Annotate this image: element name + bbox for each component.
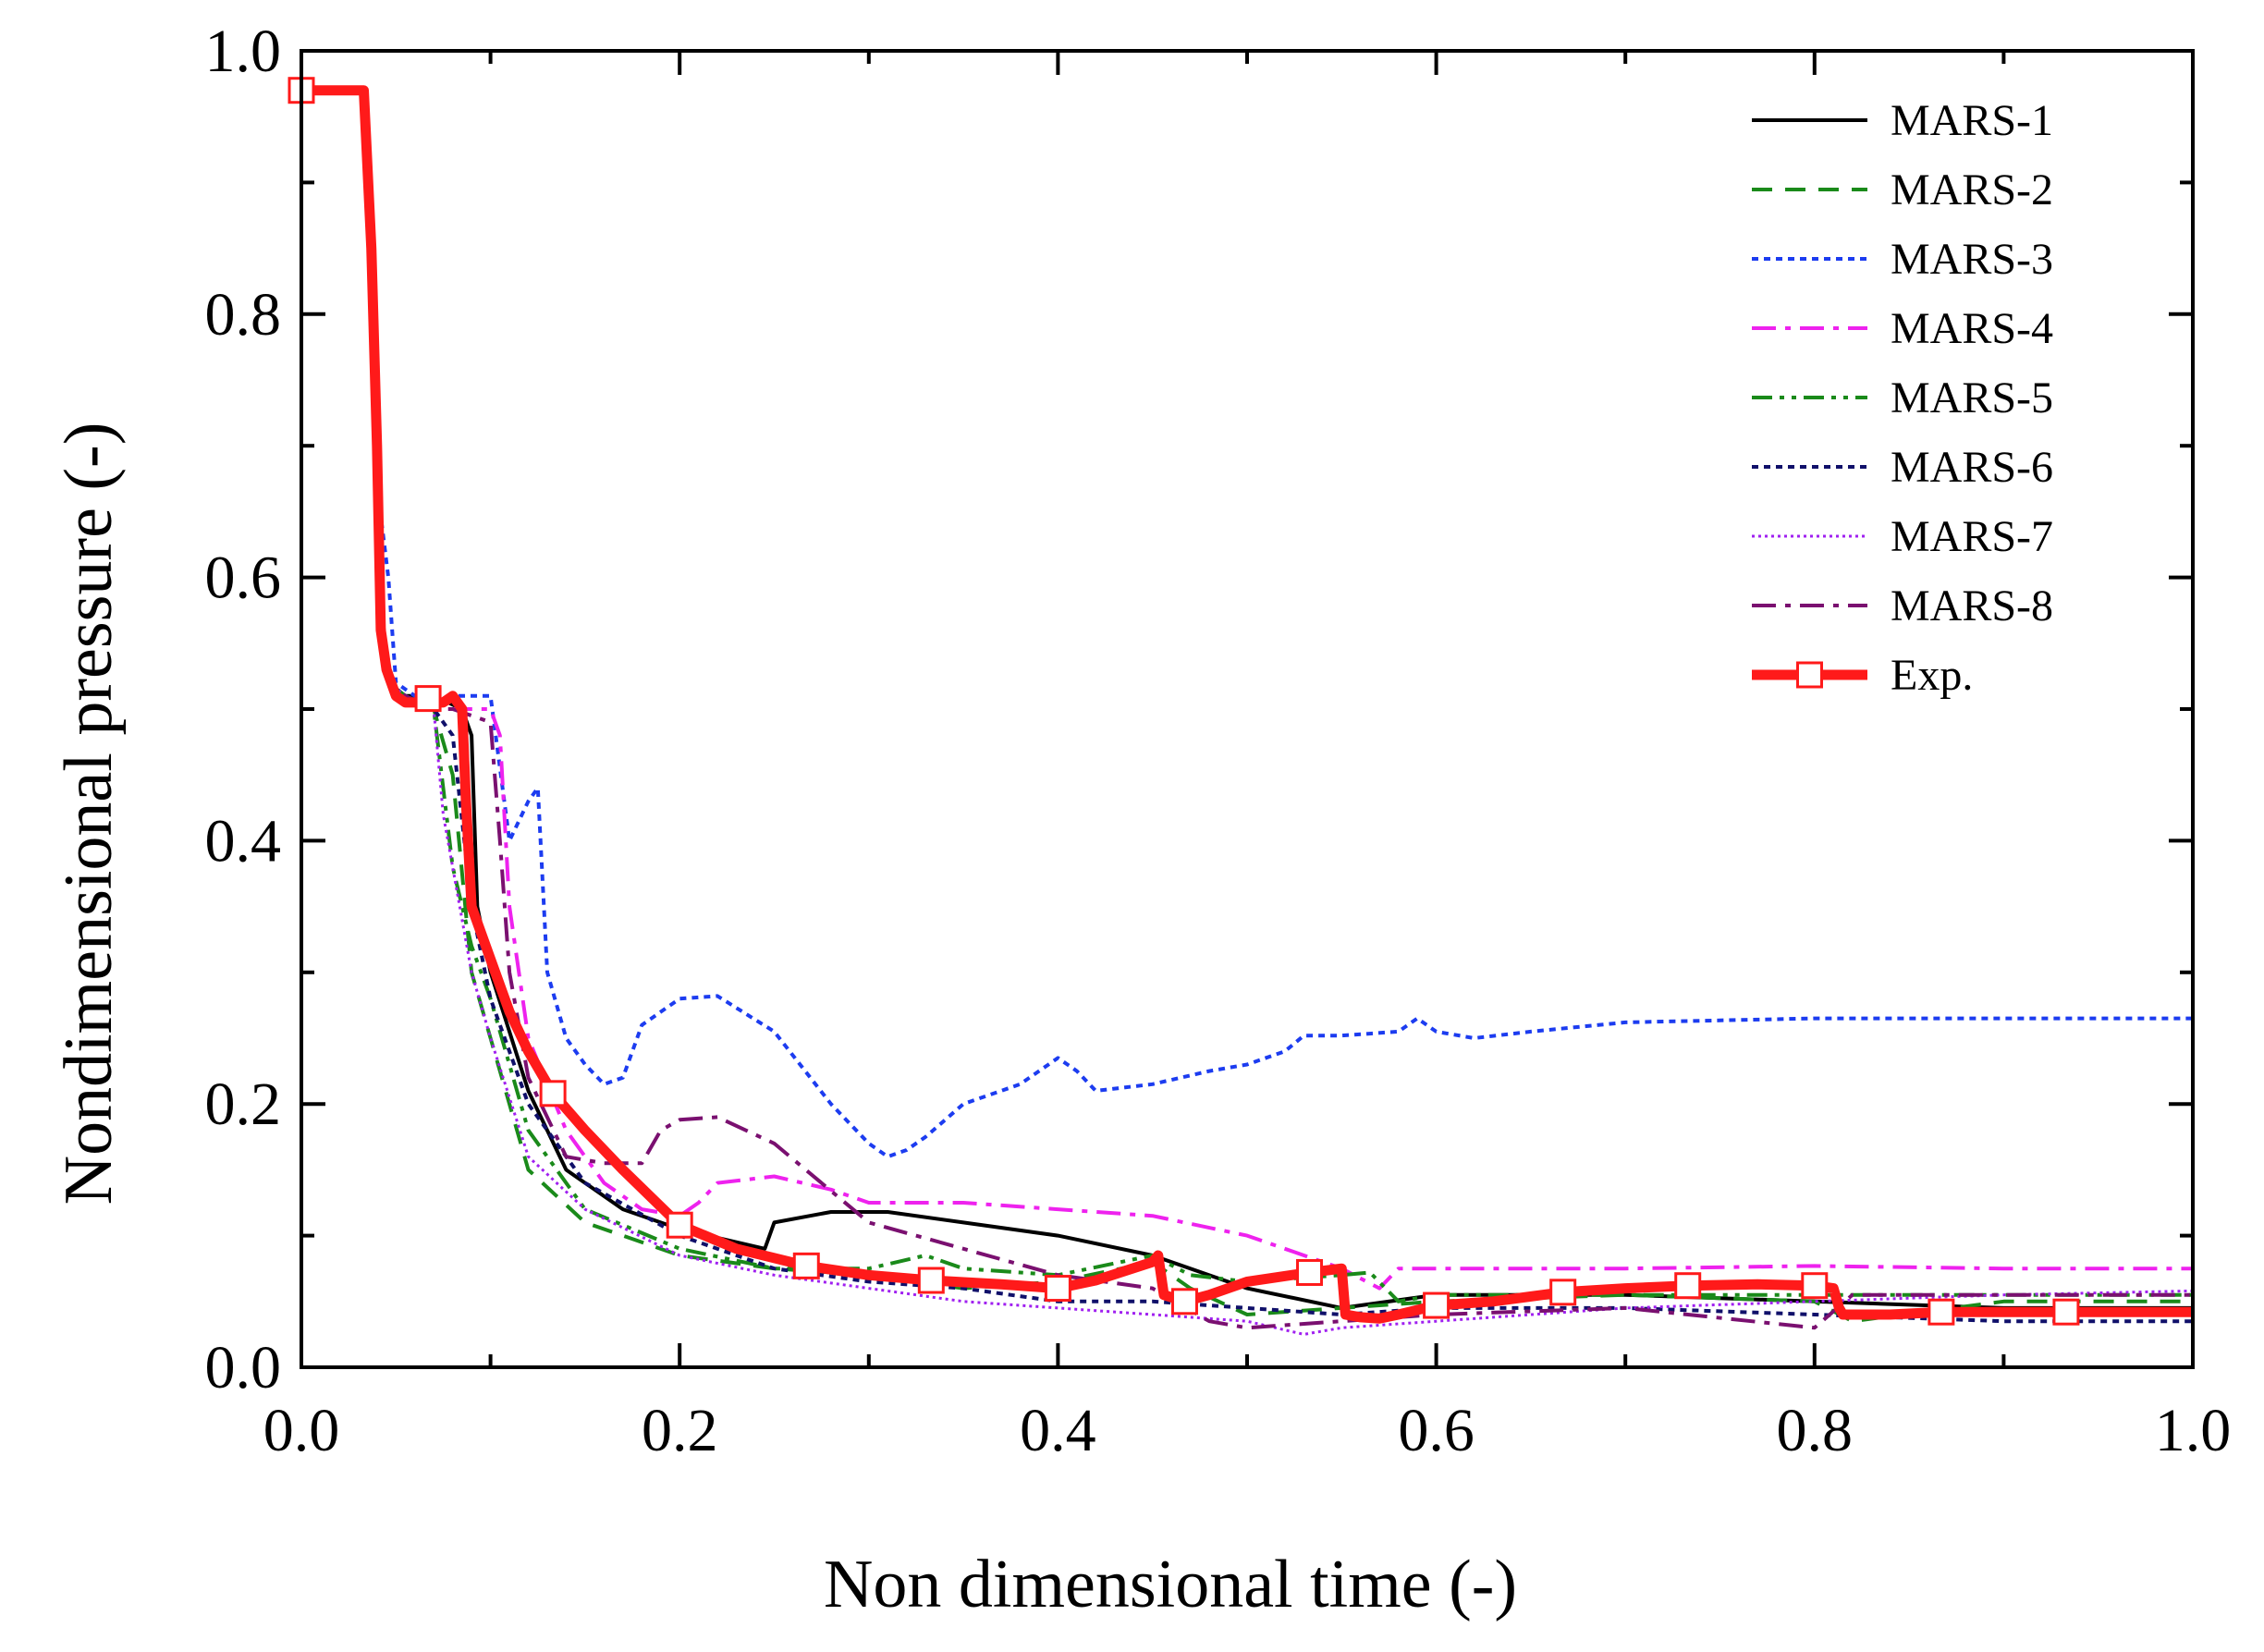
- legend-label-mars-2: MARS-2: [1891, 165, 2053, 214]
- series-line-mars-5: [301, 88, 2193, 1303]
- exp-data-point: [1674, 1272, 1702, 1300]
- y-tick-label: 0.2: [205, 1071, 282, 1138]
- tick-label-layer: 0.0 0.2 0.4 0.6 0.8 1.0 0.0 0.2 0.4 0.6 0.8 1.0: [205, 18, 2232, 1464]
- exp-data-point: [1549, 1279, 1577, 1306]
- exp-data-point: [539, 1080, 567, 1107]
- exp-data-point: [2052, 1298, 2080, 1326]
- x-tick-label: 0.4: [1020, 1397, 1096, 1464]
- exp-data-point: [1423, 1291, 1450, 1319]
- x-tick-label: 1.0: [2155, 1397, 2232, 1464]
- y-tick-label: 0.6: [205, 545, 282, 612]
- y-tick-label: 1.0: [205, 18, 282, 85]
- legend-label-mars-3: MARS-3: [1891, 235, 2053, 284]
- legend-marker-exp: [1796, 661, 1823, 689]
- exp-data-point: [1801, 1272, 1829, 1300]
- series-line-mars-8: [301, 88, 2193, 1330]
- legend-label-mars-8: MARS-8: [1891, 581, 2053, 630]
- legend-label-mars-1: MARS-1: [1891, 96, 2053, 145]
- legend: MARS-1 MARS-2 MARS-3 MARS-4 MARS-5 MARS-6 MARS…: [1752, 96, 2053, 700]
- exp-data-point: [792, 1252, 820, 1279]
- tick-layer: [300, 49, 2195, 1369]
- exp-data-point: [1927, 1298, 1955, 1326]
- x-axis-label: Non dimensional time (-): [824, 1547, 1517, 1622]
- legend-label-mars-4: MARS-4: [1891, 304, 2053, 353]
- x-tick-label: 0.0: [263, 1397, 340, 1464]
- x-tick-label: 0.6: [1398, 1397, 1475, 1464]
- legend-label-mars-7: MARS-7: [1891, 512, 2053, 561]
- legend-label-mars-6: MARS-6: [1891, 443, 2053, 492]
- exp-data-point: [666, 1211, 693, 1239]
- exp-data-point: [414, 685, 442, 713]
- y-tick-label: 0.8: [205, 281, 282, 349]
- y-axis-label: Nondimensional pressure (-): [51, 422, 127, 1205]
- exp-data-point: [1044, 1275, 1071, 1303]
- legend-label-mars-5: MARS-5: [1891, 373, 2053, 422]
- exp-data-point: [917, 1267, 945, 1294]
- x-tick-label: 0.8: [1777, 1397, 1854, 1464]
- x-tick-label: 0.2: [642, 1397, 718, 1464]
- legend-label-exp: Exp.: [1891, 651, 1973, 700]
- exp-data-point: [1296, 1258, 1324, 1286]
- y-tick-label: 0.0: [205, 1334, 282, 1401]
- exp-data-point: [1170, 1288, 1198, 1315]
- y-tick-label: 0.4: [205, 807, 282, 875]
